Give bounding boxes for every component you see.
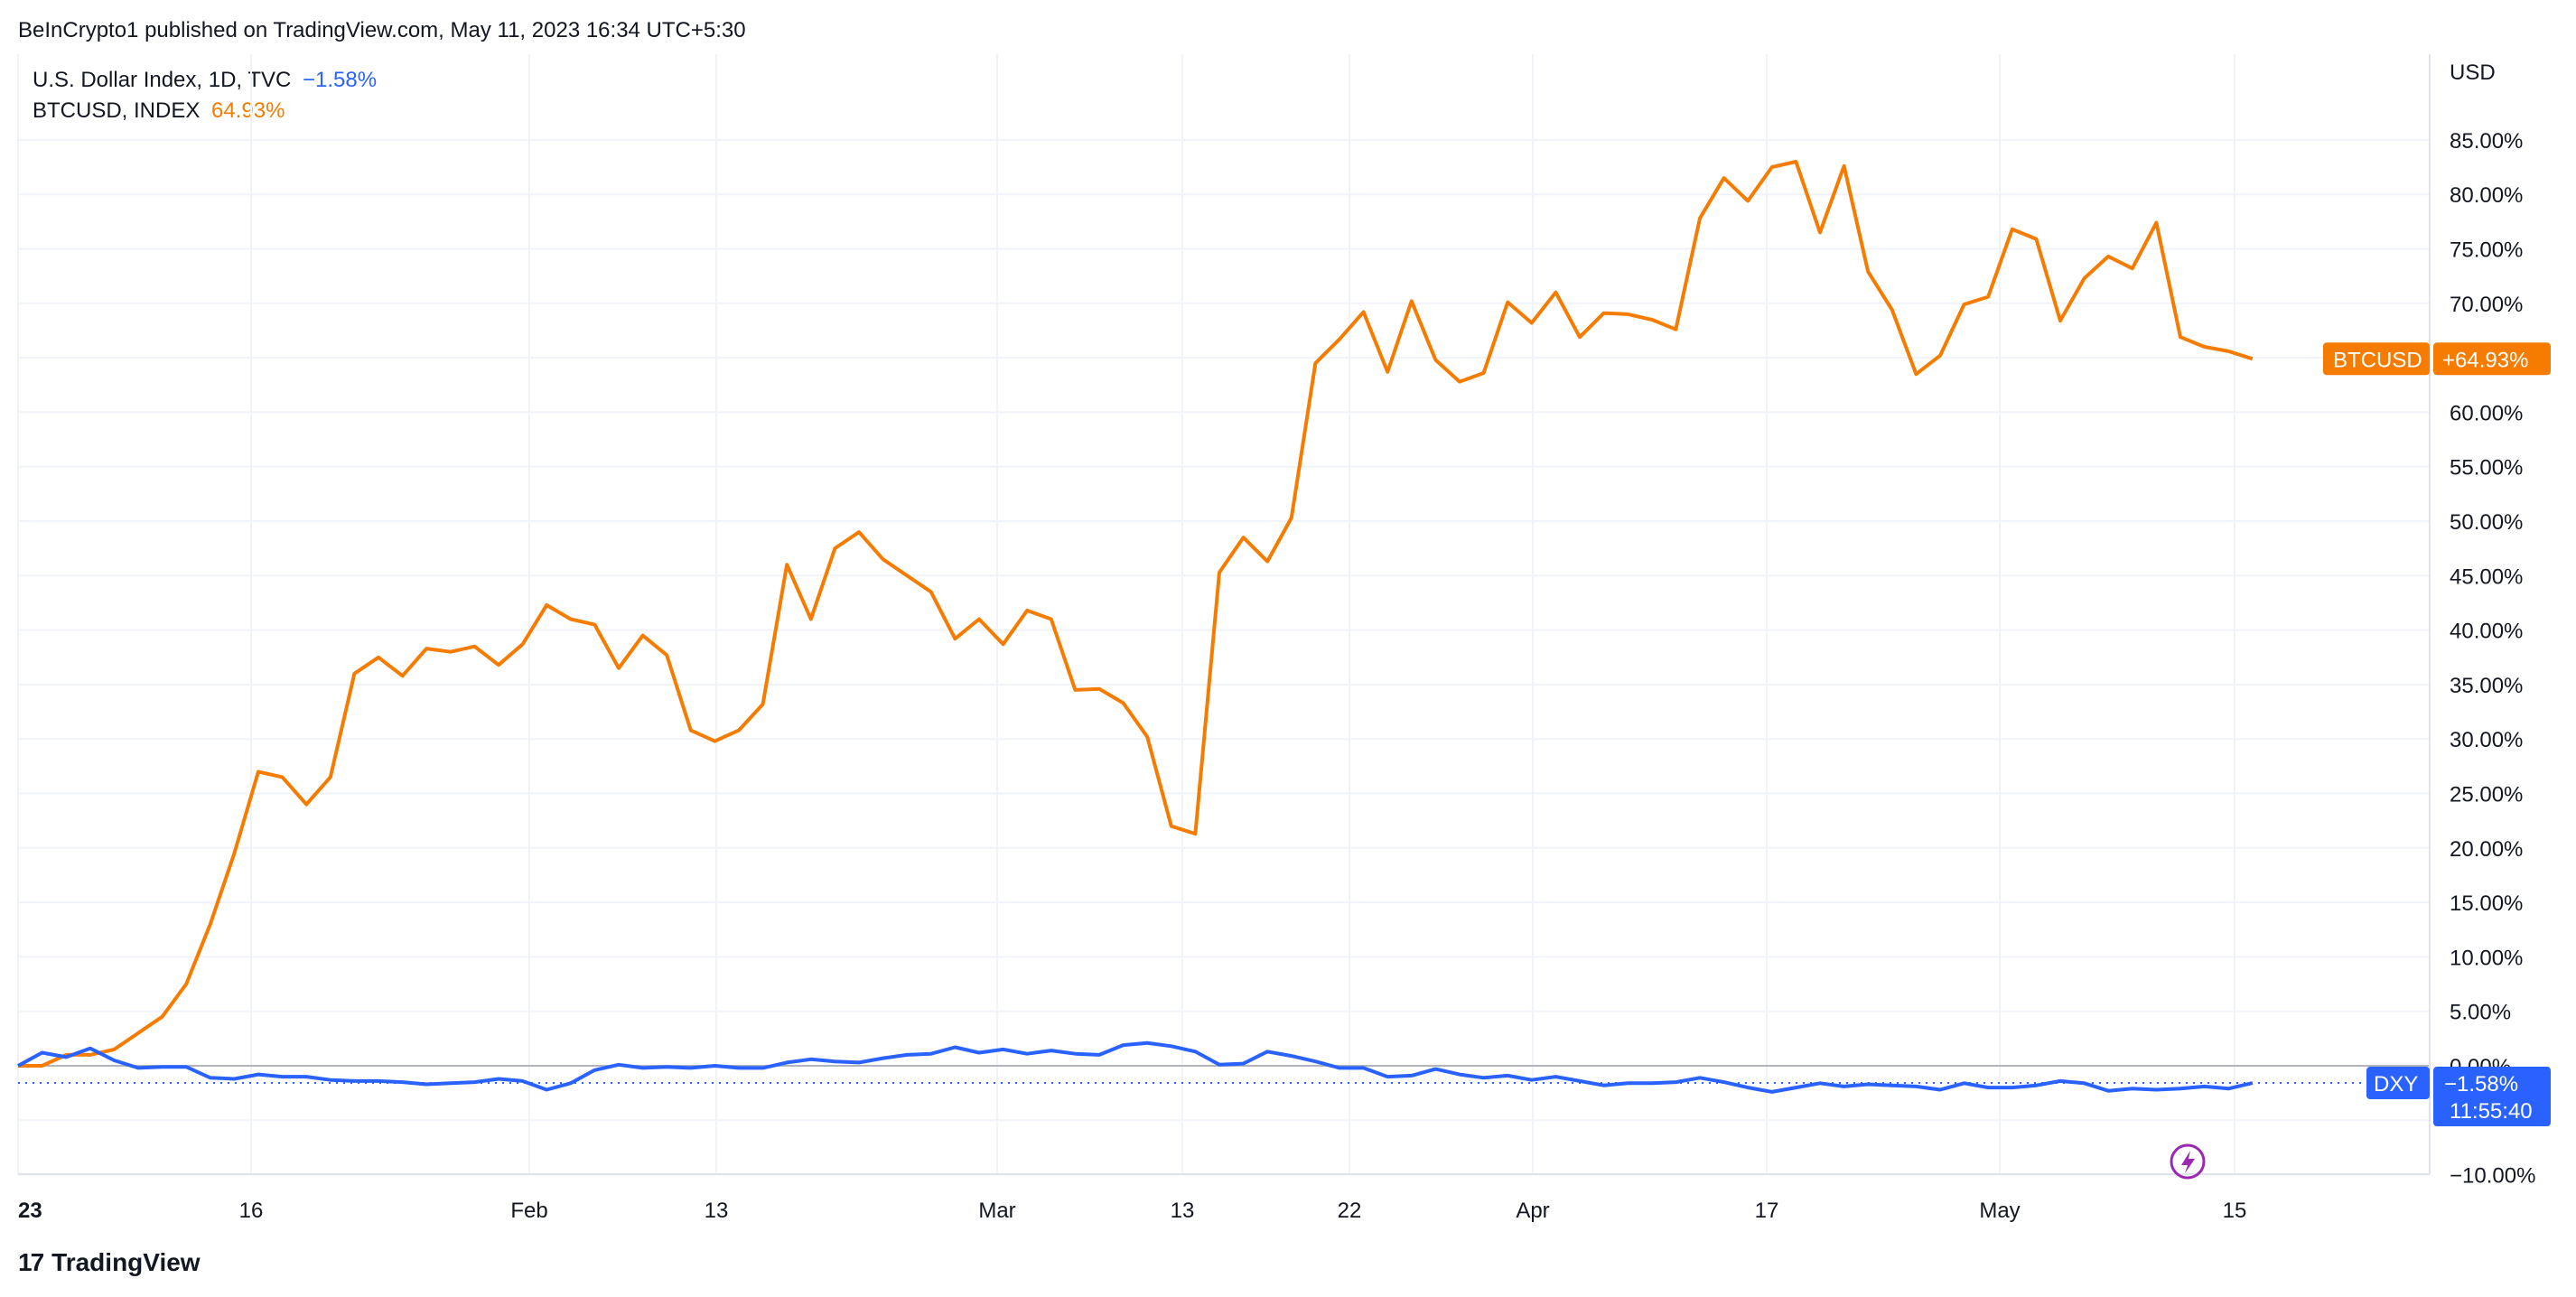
- y-tick-label: 60.00%: [2450, 401, 2523, 425]
- x-tick-label: Feb: [510, 1199, 547, 1223]
- legend-dxy-value: −1.58%: [303, 68, 378, 92]
- legend-dxy-label: U.S. Dollar Index, 1D, TVC: [33, 68, 292, 92]
- x-tick-label: 13: [1171, 1199, 1195, 1223]
- dxy-series-line[interactable]: [17, 1040, 2254, 1094]
- y-tick-label: 80.00%: [2450, 183, 2523, 208]
- y-tick-label: 75.00%: [2450, 238, 2523, 263]
- x-tick-label: Apr: [1516, 1199, 1549, 1223]
- y-tick-label: 25.00%: [2450, 783, 2523, 807]
- x-tick-label: 17: [1755, 1199, 1779, 1223]
- x-tick-label: Mar: [978, 1199, 1015, 1223]
- x-tick-label: 15: [2223, 1199, 2247, 1223]
- x-tick-label: May: [1979, 1199, 2020, 1223]
- btc-badge-name: BTCUSD: [2333, 348, 2422, 372]
- publish-header: BeInCrypto1 published on TradingView.com…: [18, 18, 746, 42]
- x-tick-label: 23: [18, 1199, 42, 1223]
- y-tick-label: 20.00%: [2450, 837, 2523, 862]
- dxy-badge-name: DXY: [2374, 1072, 2418, 1096]
- legend-btc-label: BTCUSD, INDEX: [33, 98, 201, 123]
- y-tick-label: 35.00%: [2450, 674, 2523, 698]
- y-tick-label: 85.00%: [2450, 129, 2523, 154]
- y-tick-label: 15.00%: [2450, 891, 2523, 916]
- series-layer: [17, 160, 2254, 1094]
- y-tick-label: −10.00%: [2450, 1164, 2535, 1189]
- y-tick-label: 10.00%: [2450, 946, 2523, 970]
- legend-row-btc[interactable]: BTCUSD, INDEX 64.93%: [33, 96, 382, 126]
- grid-lines: [17, 54, 2430, 1176]
- y-tick-label: 45.00%: [2450, 565, 2523, 589]
- y-tick-label: 30.00%: [2450, 728, 2523, 752]
- y-tick-label: 55.00%: [2450, 456, 2523, 481]
- y-tick-label: 5.00%: [2450, 1001, 2511, 1025]
- dxy-price-badge: DXY −1.58% 11:55:40: [2366, 1067, 2551, 1127]
- dxy-badge-countdown: 11:55:40: [2450, 1099, 2533, 1124]
- tradingview-brand: TradingView: [51, 1248, 201, 1276]
- y-tick-label: 40.00%: [2450, 620, 2523, 644]
- y-tick-label: 70.00%: [2450, 293, 2523, 317]
- price-axis-unit: USD: [2450, 61, 2496, 85]
- legend-row-dxy[interactable]: U.S. Dollar Index, 1D, TVC −1.58%: [33, 65, 382, 96]
- x-tick-label: 13: [705, 1199, 729, 1223]
- price-axis[interactable]: 85.00%80.00%75.00%70.00%65.00%60.00%55.0…: [2450, 129, 2535, 1189]
- btc-badge-value: +64.93%: [2442, 348, 2528, 372]
- flash-icon[interactable]: [2170, 1143, 2206, 1180]
- legend-btc-value: 64.93%: [211, 98, 285, 123]
- chart-legend: U.S. Dollar Index, 1D, TVC −1.58% BTCUSD…: [33, 65, 382, 126]
- dxy-badge-value: −1.58%: [2444, 1072, 2518, 1096]
- tradingview-logo-icon: 17: [18, 1248, 44, 1276]
- tradingview-footer[interactable]: 17 TradingView: [18, 1248, 201, 1277]
- btc-price-badge: BTCUSD +64.93%: [2323, 342, 2551, 376]
- x-tick-label: 16: [239, 1199, 264, 1223]
- btc-series-line[interactable]: [18, 160, 2254, 1068]
- time-axis[interactable]: 23 16 Feb 13 Mar 13 22 Apr 17 May 15: [18, 1199, 2246, 1223]
- y-tick-label: 50.00%: [2450, 510, 2523, 535]
- x-tick-label: 22: [1338, 1199, 1362, 1223]
